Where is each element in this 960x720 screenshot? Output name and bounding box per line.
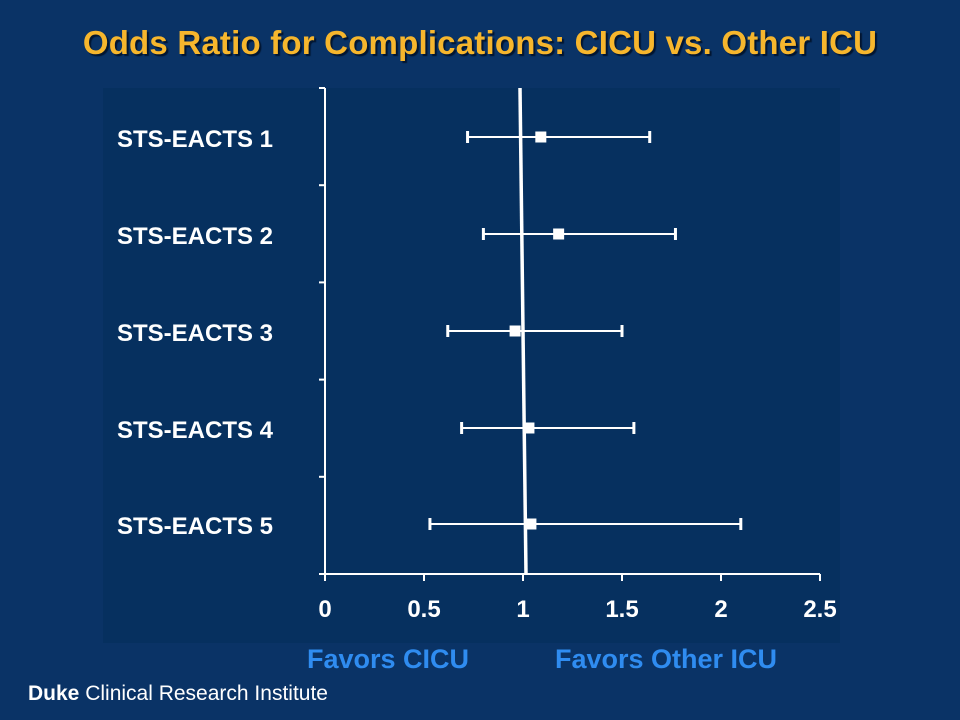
x-tick-label: 1	[516, 596, 529, 623]
row-labels: STS-EACTS 1 STS-EACTS 2 STS-EACTS 3 STS-EAC…	[117, 126, 274, 540]
x-tick-label: 1.5	[605, 596, 638, 623]
footer-logo: Duke Clinical Research Institute	[28, 682, 328, 706]
footer-brand: Duke	[28, 682, 80, 705]
row-label: STS-EACTS 5	[117, 513, 273, 540]
x-tick-label: 2.5	[803, 596, 836, 623]
plot-area	[103, 88, 840, 643]
footer-institute: Clinical Research Institute	[79, 682, 328, 705]
point-estimate	[509, 325, 521, 337]
favors-other-icu-label: Favors Other ICU	[555, 644, 778, 674]
x-tick-label: 0.5	[407, 596, 440, 623]
point-estimate	[525, 518, 537, 530]
favors-cicu-label: Favors CICU	[307, 644, 470, 674]
point-estimate	[553, 228, 565, 240]
point-estimate	[523, 422, 535, 434]
plot-marks	[428, 87, 743, 575]
x-tick-label: 0	[318, 596, 331, 623]
row-label: STS-EACTS 3	[117, 320, 273, 347]
axes: 0 0.5 1 1.5 2 2.5	[318, 87, 837, 623]
row-label: STS-EACTS 4	[117, 417, 274, 444]
row-label: STS-EACTS 2	[117, 223, 273, 250]
slide-title: Odds Ratio for Complications: CICU vs. O…	[82, 24, 878, 61]
x-tick-label: 2	[714, 596, 727, 623]
row-label: STS-EACTS 1	[117, 126, 273, 153]
point-estimate	[535, 131, 547, 143]
